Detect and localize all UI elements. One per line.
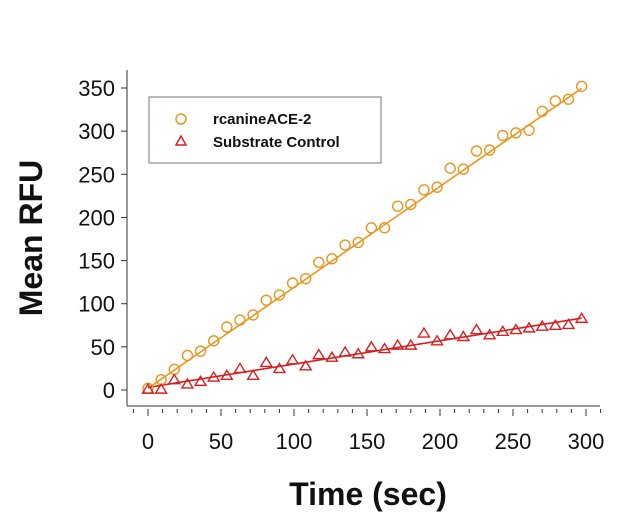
- x-tick-label: 0: [142, 429, 154, 454]
- y-tick-label: 50: [91, 335, 115, 360]
- fit-lines: [147, 87, 583, 389]
- y-tick-label: 200: [78, 205, 115, 230]
- x-axis-title: Time (sec): [289, 476, 447, 512]
- data-point-rcanineace-2: [444, 162, 456, 174]
- data-point-substrate-control: [206, 370, 221, 382]
- data-point-substrate-control: [443, 328, 457, 340]
- data-point-rcanineace-2: [207, 335, 220, 347]
- data-point-substrate-control: [390, 338, 405, 350]
- data-point-substrate-control: [404, 338, 418, 350]
- data-point-substrate-control: [338, 345, 352, 357]
- legend-box: [148, 96, 382, 164]
- fit-line-substrate-control: [147, 317, 582, 389]
- y-tick-label: 150: [78, 249, 115, 274]
- data-point-substrate-control: [430, 334, 444, 346]
- data-point-substrate-control: [246, 368, 260, 381]
- data-point-substrate-control: [482, 328, 497, 340]
- data-point-rcanineace-2: [286, 277, 299, 289]
- data-point-substrate-control: [535, 319, 549, 331]
- data-point-rcanineace-2: [523, 124, 535, 136]
- y-tick-label: 100: [78, 292, 115, 317]
- data-point-substrate-control: [298, 359, 313, 371]
- data-point-rcanineace-2: [194, 345, 207, 357]
- data-point-substrate-control: [167, 373, 182, 385]
- data-point-substrate-control: [325, 350, 339, 362]
- data-point-rcanineace-2: [470, 145, 483, 157]
- data-point-rcanineace-2: [562, 93, 575, 105]
- data-point-rcanineace-2: [260, 294, 272, 306]
- data-point-rcanineace-2: [510, 127, 522, 139]
- data-point-rcanineace-2: [575, 80, 588, 92]
- data-point-substrate-control: [272, 362, 287, 374]
- data-point-rcanineace-2: [299, 272, 312, 285]
- data-point-substrate-control: [574, 312, 589, 324]
- y-tick-label: 350: [78, 76, 115, 101]
- fit-line-rcanineace-2: [147, 87, 583, 389]
- y-tick-label: 300: [78, 119, 115, 144]
- data-point-rcanineace-2: [405, 198, 417, 211]
- data-point-rcanineace-2: [234, 314, 246, 326]
- data-point-substrate-control: [509, 323, 523, 335]
- x-tick-label: 150: [349, 429, 386, 454]
- x-tick-label: 200: [422, 429, 459, 454]
- legend-marker-rcanineace-2: [175, 113, 187, 125]
- data-point-rcanineace-2: [326, 253, 338, 265]
- data-point-rcanineace-2: [247, 309, 259, 321]
- data-point-substrate-control: [285, 353, 300, 365]
- data-point-substrate-control: [561, 318, 576, 330]
- data-points: [141, 80, 589, 394]
- legend-label-rcanineace-2: rcanineACE-2: [213, 111, 311, 128]
- data-point-rcanineace-2: [391, 200, 404, 212]
- legend-marker-substrate-control: [174, 134, 188, 146]
- data-point-substrate-control: [496, 324, 510, 337]
- data-point-rcanineace-2: [457, 163, 470, 175]
- data-point-substrate-control: [456, 330, 471, 342]
- data-point-rcanineace-2: [352, 236, 364, 249]
- x-tick-label: 100: [276, 429, 313, 454]
- data-point-rcanineace-2: [339, 239, 351, 251]
- y-tick-label: 250: [78, 162, 115, 187]
- data-point-rcanineace-2: [365, 222, 378, 234]
- data-point-rcanineace-2: [497, 129, 509, 142]
- data-point-rcanineace-2: [418, 184, 430, 196]
- data-point-substrate-control: [220, 368, 234, 381]
- y-axis-title: Mean RFU: [13, 160, 49, 316]
- data-point-substrate-control: [364, 340, 379, 352]
- data-point-substrate-control: [154, 382, 168, 394]
- legend-label-substrate-control: Substrate Control: [213, 134, 340, 151]
- data-point-rcanineace-2: [221, 321, 233, 333]
- data-point-substrate-control: [377, 342, 392, 354]
- data-point-substrate-control: [259, 356, 274, 368]
- legend: rcanineACE-2 Substrate Control: [148, 96, 382, 164]
- data-point-rcanineace-2: [483, 144, 496, 156]
- x-tick-label: 250: [495, 429, 532, 454]
- data-point-substrate-control: [548, 318, 563, 330]
- data-point-substrate-control: [417, 326, 431, 338]
- data-point-substrate-control: [141, 382, 155, 394]
- x-tick-label: 50: [209, 429, 233, 454]
- y-tick-label: 0: [103, 378, 115, 403]
- data-point-rcanineace-2: [273, 289, 286, 301]
- data-point-rcanineace-2: [536, 105, 548, 117]
- data-point-substrate-control: [233, 362, 247, 374]
- data-point-rcanineace-2: [313, 256, 325, 268]
- data-point-rcanineace-2: [549, 95, 562, 107]
- data-point-substrate-control: [312, 348, 326, 360]
- axes: 0 50 100 150 200 250 300 350 0 50 100 150 200 250 300: [78, 70, 604, 454]
- data-point-substrate-control: [180, 377, 195, 389]
- data-point-substrate-control: [522, 321, 536, 333]
- data-point-substrate-control: [351, 347, 365, 359]
- data-point-rcanineace-2: [378, 222, 391, 234]
- data-point-rcanineace-2: [431, 181, 443, 193]
- data-point-rcanineace-2: [181, 349, 194, 362]
- data-point-substrate-control: [193, 375, 208, 387]
- x-tick-label: 300: [568, 429, 605, 454]
- data-point-substrate-control: [469, 323, 484, 335]
